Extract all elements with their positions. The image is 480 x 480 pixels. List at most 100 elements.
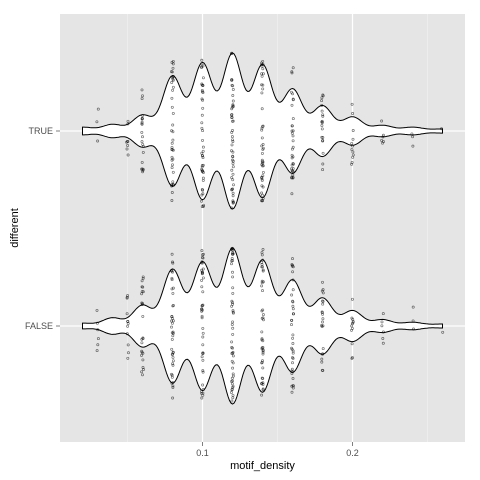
point-layer bbox=[95, 51, 445, 403]
data-point bbox=[200, 58, 204, 62]
data-point bbox=[231, 140, 235, 143]
data-point bbox=[95, 321, 99, 325]
data-point bbox=[321, 324, 325, 328]
data-point bbox=[291, 167, 295, 171]
data-point bbox=[125, 332, 129, 336]
data-point bbox=[171, 163, 174, 167]
data-point bbox=[320, 109, 324, 113]
data-point bbox=[290, 263, 294, 267]
data-point bbox=[262, 318, 265, 322]
data-point bbox=[291, 307, 295, 311]
data-point bbox=[126, 343, 130, 347]
data-point bbox=[261, 268, 265, 272]
data-point bbox=[171, 148, 175, 152]
data-point bbox=[230, 379, 233, 383]
data-point bbox=[171, 77, 175, 81]
data-point bbox=[141, 358, 145, 362]
data-point bbox=[231, 351, 235, 355]
data-point bbox=[261, 289, 264, 293]
data-point bbox=[230, 376, 234, 380]
data-point bbox=[291, 98, 295, 102]
data-point bbox=[411, 305, 415, 309]
data-point bbox=[231, 275, 235, 279]
data-point bbox=[261, 146, 265, 150]
data-point bbox=[171, 180, 175, 184]
data-point bbox=[170, 276, 174, 280]
data-point bbox=[96, 328, 100, 332]
data-point bbox=[201, 335, 205, 339]
data-point bbox=[230, 382, 234, 386]
data-point bbox=[200, 66, 203, 69]
data-point bbox=[230, 340, 234, 344]
data-point bbox=[200, 205, 204, 209]
data-point bbox=[381, 337, 385, 340]
data-point bbox=[261, 269, 265, 273]
data-point bbox=[291, 342, 295, 345]
data-point bbox=[140, 370, 144, 374]
data-point bbox=[290, 71, 294, 75]
data-point bbox=[171, 396, 175, 400]
data-point bbox=[170, 278, 174, 282]
data-point bbox=[291, 356, 294, 360]
data-point bbox=[261, 366, 265, 370]
data-point bbox=[261, 377, 265, 380]
data-point bbox=[201, 331, 205, 335]
data-point bbox=[95, 349, 99, 353]
data-point bbox=[170, 315, 174, 319]
data-point bbox=[321, 291, 325, 295]
data-point bbox=[200, 304, 204, 308]
data-point bbox=[170, 105, 174, 109]
data-point bbox=[201, 388, 205, 391]
data-point bbox=[231, 374, 235, 378]
data-point bbox=[171, 170, 175, 174]
data-point bbox=[126, 351, 130, 355]
data-point bbox=[200, 270, 204, 274]
data-point bbox=[291, 333, 295, 337]
data-point bbox=[170, 81, 174, 84]
data-point bbox=[260, 136, 264, 140]
data-point bbox=[170, 381, 174, 385]
data-point bbox=[381, 341, 385, 345]
data-point bbox=[230, 51, 234, 55]
data-point bbox=[320, 357, 324, 361]
data-point bbox=[171, 355, 175, 359]
data-point bbox=[140, 167, 144, 171]
data-point bbox=[200, 355, 204, 359]
data-point bbox=[171, 123, 175, 127]
data-point bbox=[125, 147, 129, 151]
data-point bbox=[170, 184, 174, 188]
data-point bbox=[261, 313, 265, 317]
data-point bbox=[170, 70, 173, 74]
data-point bbox=[231, 200, 235, 204]
data-point bbox=[290, 169, 294, 173]
data-point bbox=[261, 280, 265, 284]
data-point bbox=[320, 124, 324, 127]
data-point bbox=[200, 113, 204, 117]
data-point bbox=[291, 66, 295, 70]
data-point bbox=[291, 304, 295, 308]
data-point bbox=[126, 153, 130, 157]
data-point bbox=[382, 140, 385, 144]
data-point bbox=[171, 157, 175, 161]
data-point bbox=[141, 113, 145, 117]
data-point bbox=[230, 113, 233, 117]
data-point bbox=[261, 350, 265, 354]
data-point bbox=[171, 88, 175, 92]
data-point bbox=[126, 294, 130, 298]
data-point bbox=[321, 139, 325, 142]
data-point bbox=[171, 304, 175, 307]
data-point bbox=[290, 318, 294, 322]
data-point bbox=[170, 129, 174, 133]
data-point bbox=[260, 91, 264, 95]
data-point bbox=[232, 183, 235, 187]
data-point bbox=[291, 312, 295, 316]
data-point bbox=[411, 144, 415, 148]
data-point bbox=[142, 368, 145, 371]
data-point bbox=[201, 370, 205, 374]
data-point bbox=[230, 143, 234, 147]
data-point bbox=[231, 311, 235, 315]
data-point bbox=[200, 62, 204, 66]
data-point bbox=[201, 290, 205, 294]
data-point bbox=[231, 165, 235, 169]
data-point bbox=[200, 285, 204, 289]
